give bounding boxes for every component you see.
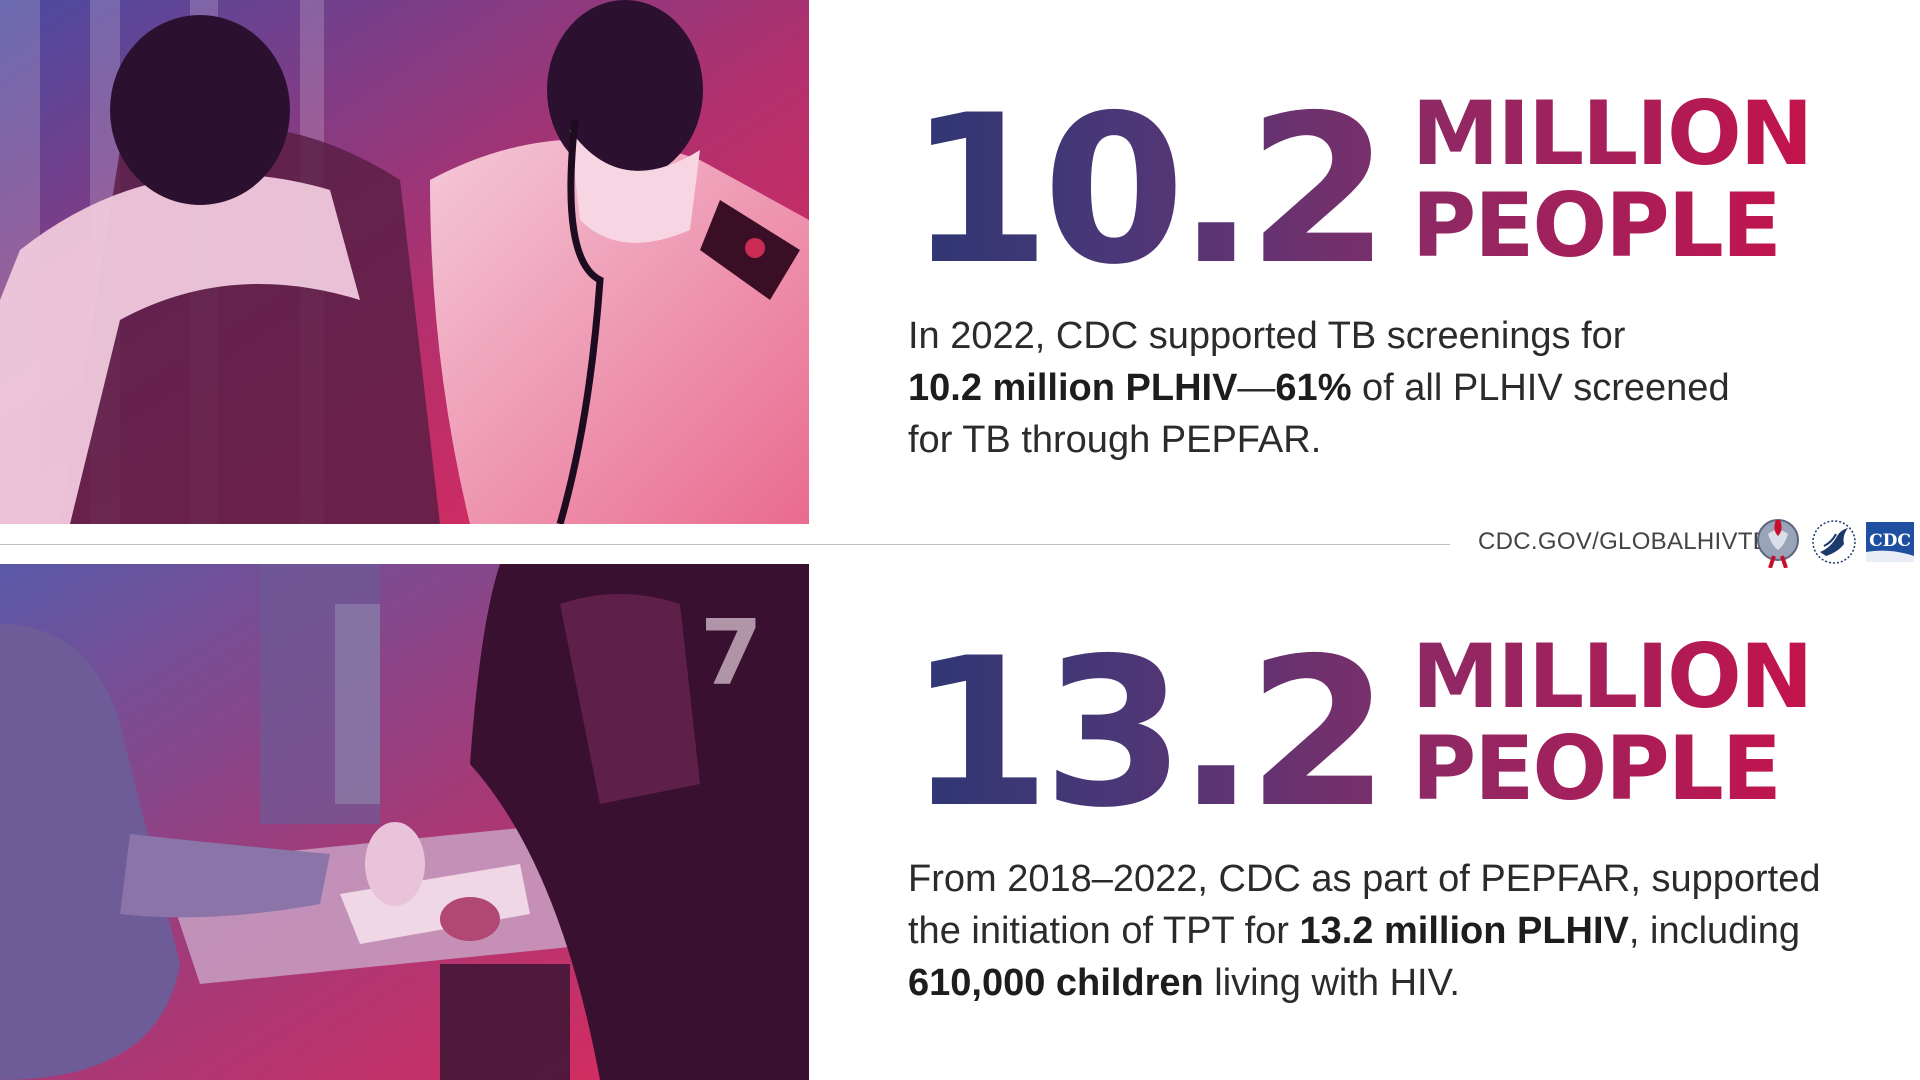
desc-bold-plhiv: 13.2 million PLHIV (1299, 910, 1629, 952)
svg-text:CDC: CDC (1869, 531, 1911, 551)
stat-unit-line1: MILLION (1411, 625, 1812, 728)
desc-line1: From 2018–2022, CDC as part of PEPFAR, s… (908, 858, 1821, 900)
logo-group: CDC (1754, 516, 1914, 568)
desc-line3: for TB through PEPFAR. (908, 419, 1322, 461)
desc-line2-end: , including (1628, 910, 1801, 952)
stat-headline: 10.2 MILLION PEOPLE (908, 70, 1868, 294)
stat-description: In 2022, CDC supported TB screenings for… (908, 310, 1868, 466)
svg-text:7: 7 (700, 601, 763, 706)
desc-line2-start: the initiation of TPT for (908, 910, 1300, 952)
desc-bold-percent: 61% (1275, 367, 1352, 409)
stat-number: 10.2 (908, 72, 1390, 310)
hhs-logo-icon (1812, 520, 1856, 564)
desc-line2-rest: of all PLHIV screened (1351, 367, 1730, 409)
stat-number: 13.2 (908, 615, 1390, 853)
stat-description: From 2018–2022, CDC as part of PEPFAR, s… (908, 853, 1868, 1009)
photo-tpt-dispensing: 7 (0, 564, 809, 1080)
desc-bold-children: 610,000 children (908, 962, 1204, 1004)
stat-screenings: 10.2 MILLION PEOPLE In 2022, CDC support… (908, 70, 1868, 466)
cdc-globalhivtb-link[interactable]: CDC.GOV/GLOBALHIVTB (1478, 528, 1770, 555)
stat-headline: 13.2 MILLION PEOPLE (908, 613, 1868, 837)
desc-bold-plhiv: 10.2 million PLHIV (908, 367, 1238, 409)
desc-dash: — (1237, 367, 1276, 409)
stat-unit: MILLION PEOPLE (1412, 88, 1812, 272)
stat-unit-line2: PEOPLE (1411, 174, 1780, 277)
stat-unit: MILLION PEOPLE (1412, 631, 1812, 815)
desc-line3-rest: living with HIV. (1203, 962, 1460, 1004)
photo-tb-screening (0, 0, 809, 524)
stat-unit-line1: MILLION (1411, 82, 1812, 185)
section-divider (0, 544, 1450, 545)
pepfar-logo-icon (1757, 519, 1799, 568)
cdc-logo-icon: CDC (1866, 522, 1914, 562)
desc-line1: In 2022, CDC supported TB screenings for (908, 315, 1626, 357)
stat-tpt-initiation: 13.2 MILLION PEOPLE From 2018–2022, CDC … (908, 613, 1868, 1009)
stat-unit-line2: PEOPLE (1411, 717, 1780, 820)
